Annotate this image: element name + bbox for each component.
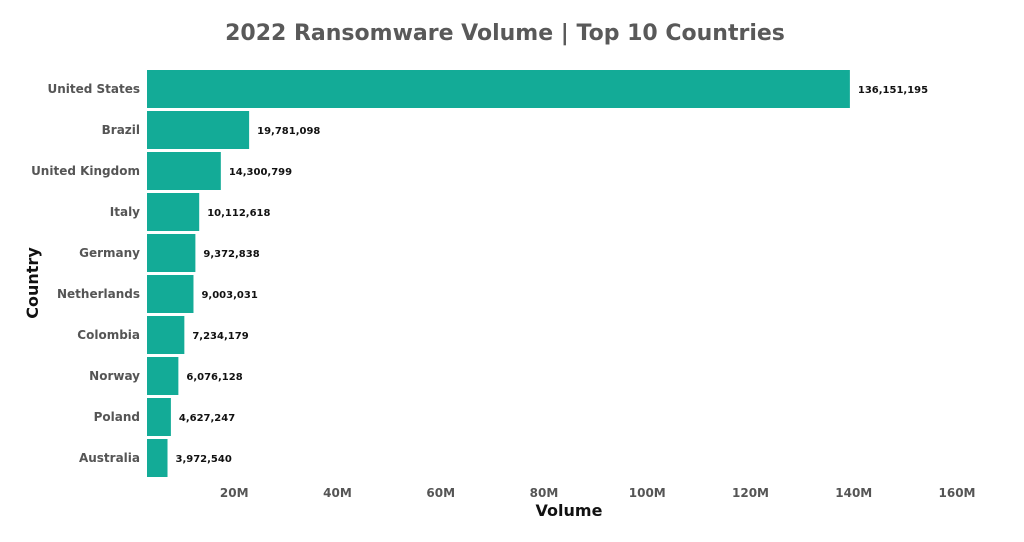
category-label-united-kingdom: United Kingdom	[31, 164, 140, 178]
data-label-united-states: 136,151,195	[858, 85, 928, 96]
data-label-germany: 9,372,838	[203, 249, 259, 260]
bar-colombia	[147, 316, 185, 354]
bar-italy	[147, 193, 200, 231]
bars-layer	[147, 70, 850, 477]
y-axis-title: Country	[23, 247, 42, 319]
data-label-netherlands: 9,003,031	[201, 290, 257, 301]
category-label-netherlands: Netherlands	[57, 287, 140, 301]
chart-title: 2022 Ransomware Volume | Top 10 Countrie…	[225, 21, 785, 46]
x-axis-title: Volume	[536, 501, 603, 520]
bar-poland	[147, 398, 171, 436]
category-label-italy: Italy	[110, 205, 140, 219]
category-label-united-states: United States	[47, 82, 140, 96]
data-labels-layer: 136,151,195 19,781,098 14,300,799 10,112,61…	[176, 85, 929, 465]
category-label-brazil: Brazil	[102, 123, 140, 137]
x-tick-label-140m: 140M	[835, 486, 872, 500]
x-tick-label-20m: 20M	[220, 486, 249, 500]
category-label-australia: Australia	[79, 451, 140, 465]
data-label-italy: 10,112,618	[207, 208, 270, 219]
x-tick-label-160m: 160M	[939, 486, 976, 500]
data-label-australia: 3,972,540	[176, 454, 232, 465]
category-label-poland: Poland	[94, 410, 140, 424]
x-tick-label-100m: 100M	[629, 486, 666, 500]
bar-brazil	[147, 111, 250, 149]
data-label-norway: 6,076,128	[186, 372, 242, 383]
x-tick-label-80m: 80M	[530, 486, 559, 500]
x-tick-label-60m: 60M	[426, 486, 455, 500]
x-tick-label-40m: 40M	[323, 486, 352, 500]
data-label-brazil: 19,781,098	[257, 126, 320, 137]
data-label-united-kingdom: 14,300,799	[229, 167, 292, 178]
x-tick-label-120m: 120M	[732, 486, 769, 500]
bar-united-states	[147, 70, 850, 108]
category-label-colombia: Colombia	[77, 328, 140, 342]
category-labels-layer: United States Brazil United Kingdom Italy Ge…	[31, 82, 140, 465]
category-label-norway: Norway	[89, 369, 140, 383]
bar-netherlands	[147, 275, 194, 313]
bar-united-kingdom	[147, 152, 221, 190]
category-label-germany: Germany	[79, 246, 140, 260]
data-label-poland: 4,627,247	[179, 413, 235, 424]
data-label-colombia: 7,234,179	[192, 331, 248, 342]
bar-australia	[147, 439, 168, 477]
bar-germany	[147, 234, 196, 272]
bar-norway	[147, 357, 179, 395]
x-tick-labels-layer: 20M 40M 60M 80M 100M 120M 140M 160M	[220, 486, 976, 500]
